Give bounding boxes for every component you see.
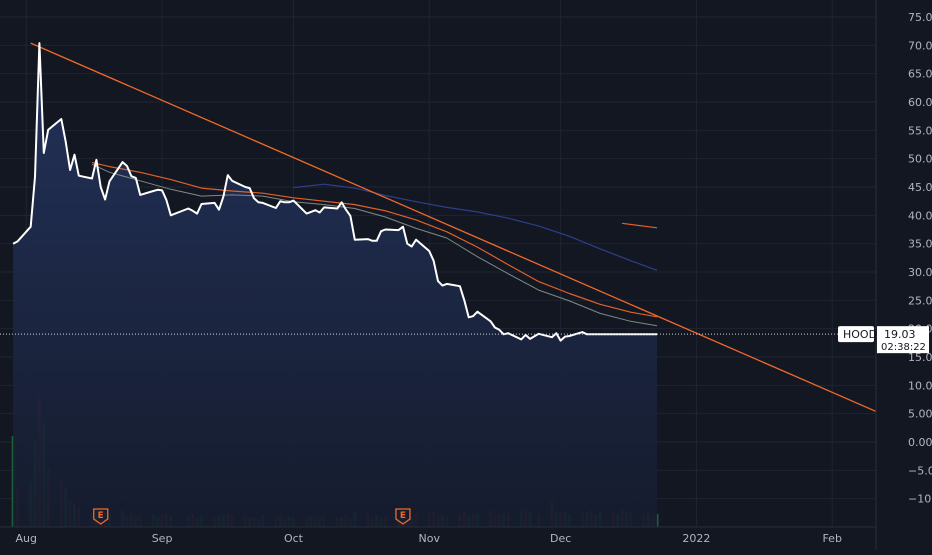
earnings-marker[interactable]: E [93, 508, 109, 525]
y-tick-label: 30.00 [908, 266, 932, 279]
y-tick-label: 65.00 [908, 68, 932, 81]
symbol-badge [838, 326, 874, 343]
y-tick-label: 55.00 [908, 124, 932, 137]
y-tick-label: 45.00 [908, 181, 932, 194]
y-tick-label: 15.00 [908, 351, 932, 364]
y-tick-label: 35.00 [908, 238, 932, 251]
y-tick-label: −10.00 [908, 493, 932, 506]
ma-long-line [293, 183, 658, 271]
y-tick-label: 25.00 [908, 294, 932, 307]
y-tick-label: 75.00 [908, 11, 932, 24]
price-area [13, 43, 658, 527]
ma-short-line [621, 222, 658, 229]
y-tick-label: 50.00 [908, 153, 932, 166]
earnings-marker-shape [395, 508, 411, 525]
y-tick-label: 60.00 [908, 96, 932, 109]
y-tick-label: 5.00 [908, 408, 932, 421]
y-tick-label: 40.00 [908, 209, 932, 222]
y-tick-label: 70.00 [908, 39, 932, 52]
ma-short-line [91, 162, 658, 318]
trendline-line [30, 42, 876, 412]
y-tick-label: 0.00 [908, 436, 932, 449]
x-axis-ticks: Aug Sep Oct Nov Dec 2022 Feb [16, 532, 842, 545]
x-tick-label: Feb [822, 532, 841, 545]
countdown-value: 02:38:22 [881, 342, 926, 353]
earnings-marker[interactable]: E [395, 508, 411, 525]
symbol-label: HOOD [843, 328, 877, 341]
ma-mid-line [91, 163, 658, 327]
x-tick-label: Oct [284, 532, 304, 545]
x-tick-label: Aug [16, 532, 37, 545]
x-tick-label: 2022 [682, 532, 710, 545]
earnings-marker-label: E [98, 511, 104, 521]
last-price-value: 19.03 [884, 328, 916, 341]
price-badge [877, 326, 929, 354]
y-tick-label: −5.00 [908, 464, 932, 477]
earnings-marker-shape [93, 508, 109, 525]
last-price-label: HOOD 19.03 02:38:22 [838, 326, 929, 354]
x-tick-label: Dec [550, 532, 571, 545]
earnings-marker-label: E [400, 511, 406, 521]
x-tick-label: Nov [419, 532, 441, 545]
plot-area [11, 42, 876, 527]
y-tick-label: 10.00 [908, 379, 932, 392]
x-tick-label: Sep [152, 532, 173, 545]
price-area-fill [13, 43, 658, 527]
